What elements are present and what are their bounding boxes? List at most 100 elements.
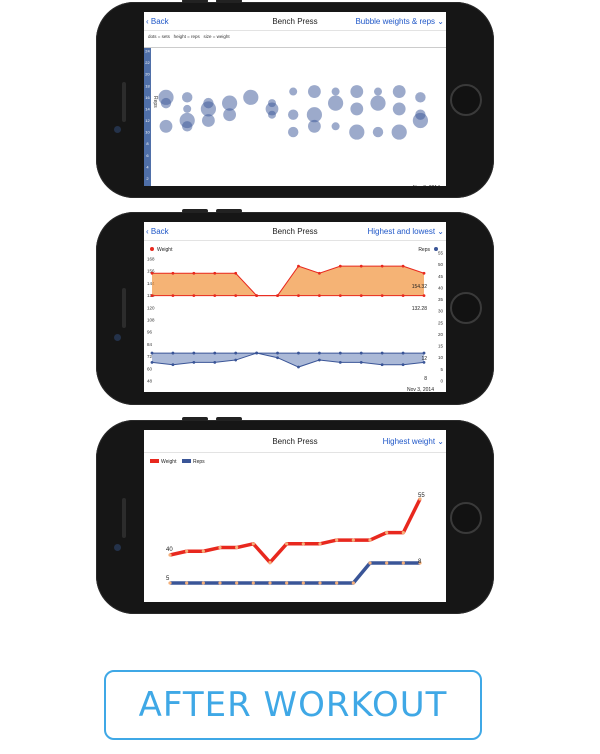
series-point (235, 545, 239, 550)
menu-label: Highest and lowest (367, 226, 436, 236)
series-point (338, 294, 342, 297)
back-button[interactable]: ‹ Back (146, 16, 169, 26)
bubble-point (415, 92, 426, 103)
phone-button (182, 209, 208, 213)
back-label: Back (150, 16, 169, 26)
weight-line (169, 498, 422, 565)
series-point (201, 549, 205, 553)
y-axis-title: Reps (152, 96, 158, 108)
left-axis-tick: 120 (147, 305, 155, 310)
home-button[interactable] (450, 292, 482, 324)
bubble-point (328, 95, 344, 111)
bubble-point (200, 101, 216, 117)
series-point (276, 351, 279, 355)
home-button[interactable] (450, 84, 482, 116)
series-point (251, 581, 255, 585)
bubble-point (183, 104, 192, 113)
phone-button (216, 209, 242, 213)
chart-type-menu[interactable]: Highest and lowest ⌄ (367, 227, 446, 236)
series-point (359, 351, 363, 355)
series-point (385, 531, 389, 535)
bubble-point (222, 95, 238, 111)
bubble-point (331, 87, 340, 96)
left-axis-tick: 168 (147, 257, 155, 262)
series-point (168, 553, 172, 557)
bubble-point (374, 87, 382, 96)
series-point (301, 581, 305, 585)
series-point (359, 294, 363, 297)
left-axis-tick: 144 (147, 281, 155, 286)
bubble-point (370, 95, 386, 111)
reps-legend-swatch (182, 459, 191, 463)
reps-range-area (152, 353, 424, 368)
series-point (422, 271, 426, 275)
phone-button (182, 0, 208, 3)
back-button[interactable]: ‹ Back (146, 226, 169, 236)
y-tick-label: 12 (145, 118, 150, 123)
series-point (285, 542, 289, 546)
chart-type-menu[interactable]: Bubble weights & reps ⌄ (355, 17, 446, 26)
date-label: Nov 3, 2014 (413, 185, 440, 186)
y-tick-label: 4 (146, 164, 149, 169)
series-point (185, 549, 189, 553)
bubble-point (349, 124, 365, 140)
reps-start-label: 5 (166, 576, 170, 582)
bubble-point (392, 102, 406, 116)
chart-type-menu[interactable]: Highest weight ⌄ (383, 437, 446, 446)
bubble-point (268, 110, 276, 119)
series-point (201, 581, 205, 585)
chart-legend: dots = sets height = reps size = weight (144, 31, 446, 48)
series-point (401, 363, 405, 367)
phone-2: ‹ Back Bench Press Highest and lowest ⌄ … (96, 209, 494, 405)
series-point (422, 294, 426, 297)
camera-icon (114, 334, 121, 341)
series-point (150, 271, 154, 275)
series-point (317, 351, 321, 355)
series-point (285, 581, 289, 585)
line-chart: Weight Reps 40 55 5 8 (150, 459, 425, 585)
after-workout-button[interactable]: AFTER WORKOUT (104, 670, 482, 740)
reps-low-value: 8 (424, 376, 427, 382)
series-point (268, 581, 272, 585)
series-point (401, 264, 405, 268)
bubble-point (289, 87, 298, 96)
y-tick-label: 22 (145, 60, 150, 65)
series-point (401, 351, 405, 355)
phone-1: ‹ Back Bench Press Bubble weights & reps… (96, 0, 494, 198)
series-point (338, 351, 342, 355)
phone-button (216, 0, 242, 3)
weight-high-value: 154.32 (412, 284, 428, 290)
series-point (301, 542, 305, 546)
bubble-point (288, 109, 299, 120)
series-point (171, 294, 175, 297)
screen-3: Bench Press Highest weight ⌄ Weight Reps… (144, 430, 446, 602)
series-line (151, 352, 425, 368)
series-point (351, 581, 355, 585)
bubble-point (350, 85, 364, 98)
nav-bar: ‹ Back Bench Press Bubble weights & reps… (144, 12, 446, 31)
home-button[interactable] (450, 502, 482, 534)
weight-end-label: 55 (418, 493, 425, 499)
series-point (192, 294, 196, 297)
left-axis-tick: 156 (147, 269, 155, 274)
series-point (171, 363, 175, 367)
series-point (192, 360, 196, 364)
weight-legend-label: Weight (161, 459, 177, 465)
nav-bar: Bench Press Highest weight ⌄ (144, 430, 446, 453)
series-point (171, 271, 175, 275)
screen-1: ‹ Back Bench Press Bubble weights & reps… (144, 12, 446, 186)
series-point (213, 351, 217, 355)
series-point (351, 538, 355, 542)
series-point (268, 560, 272, 565)
chevron-down-icon: ⌄ (437, 436, 444, 446)
bubble-point (160, 97, 172, 109)
bubble-point (202, 114, 215, 127)
reps-legend-label: Reps (193, 459, 205, 465)
y-axis-bar (144, 48, 151, 186)
left-axis-tick: 108 (147, 318, 155, 323)
left-axis-tick: 60 (147, 366, 153, 371)
right-axis-tick: 30 (438, 309, 444, 314)
weight-legend-swatch (150, 459, 159, 463)
series-point (276, 356, 279, 360)
series-point (234, 358, 238, 362)
